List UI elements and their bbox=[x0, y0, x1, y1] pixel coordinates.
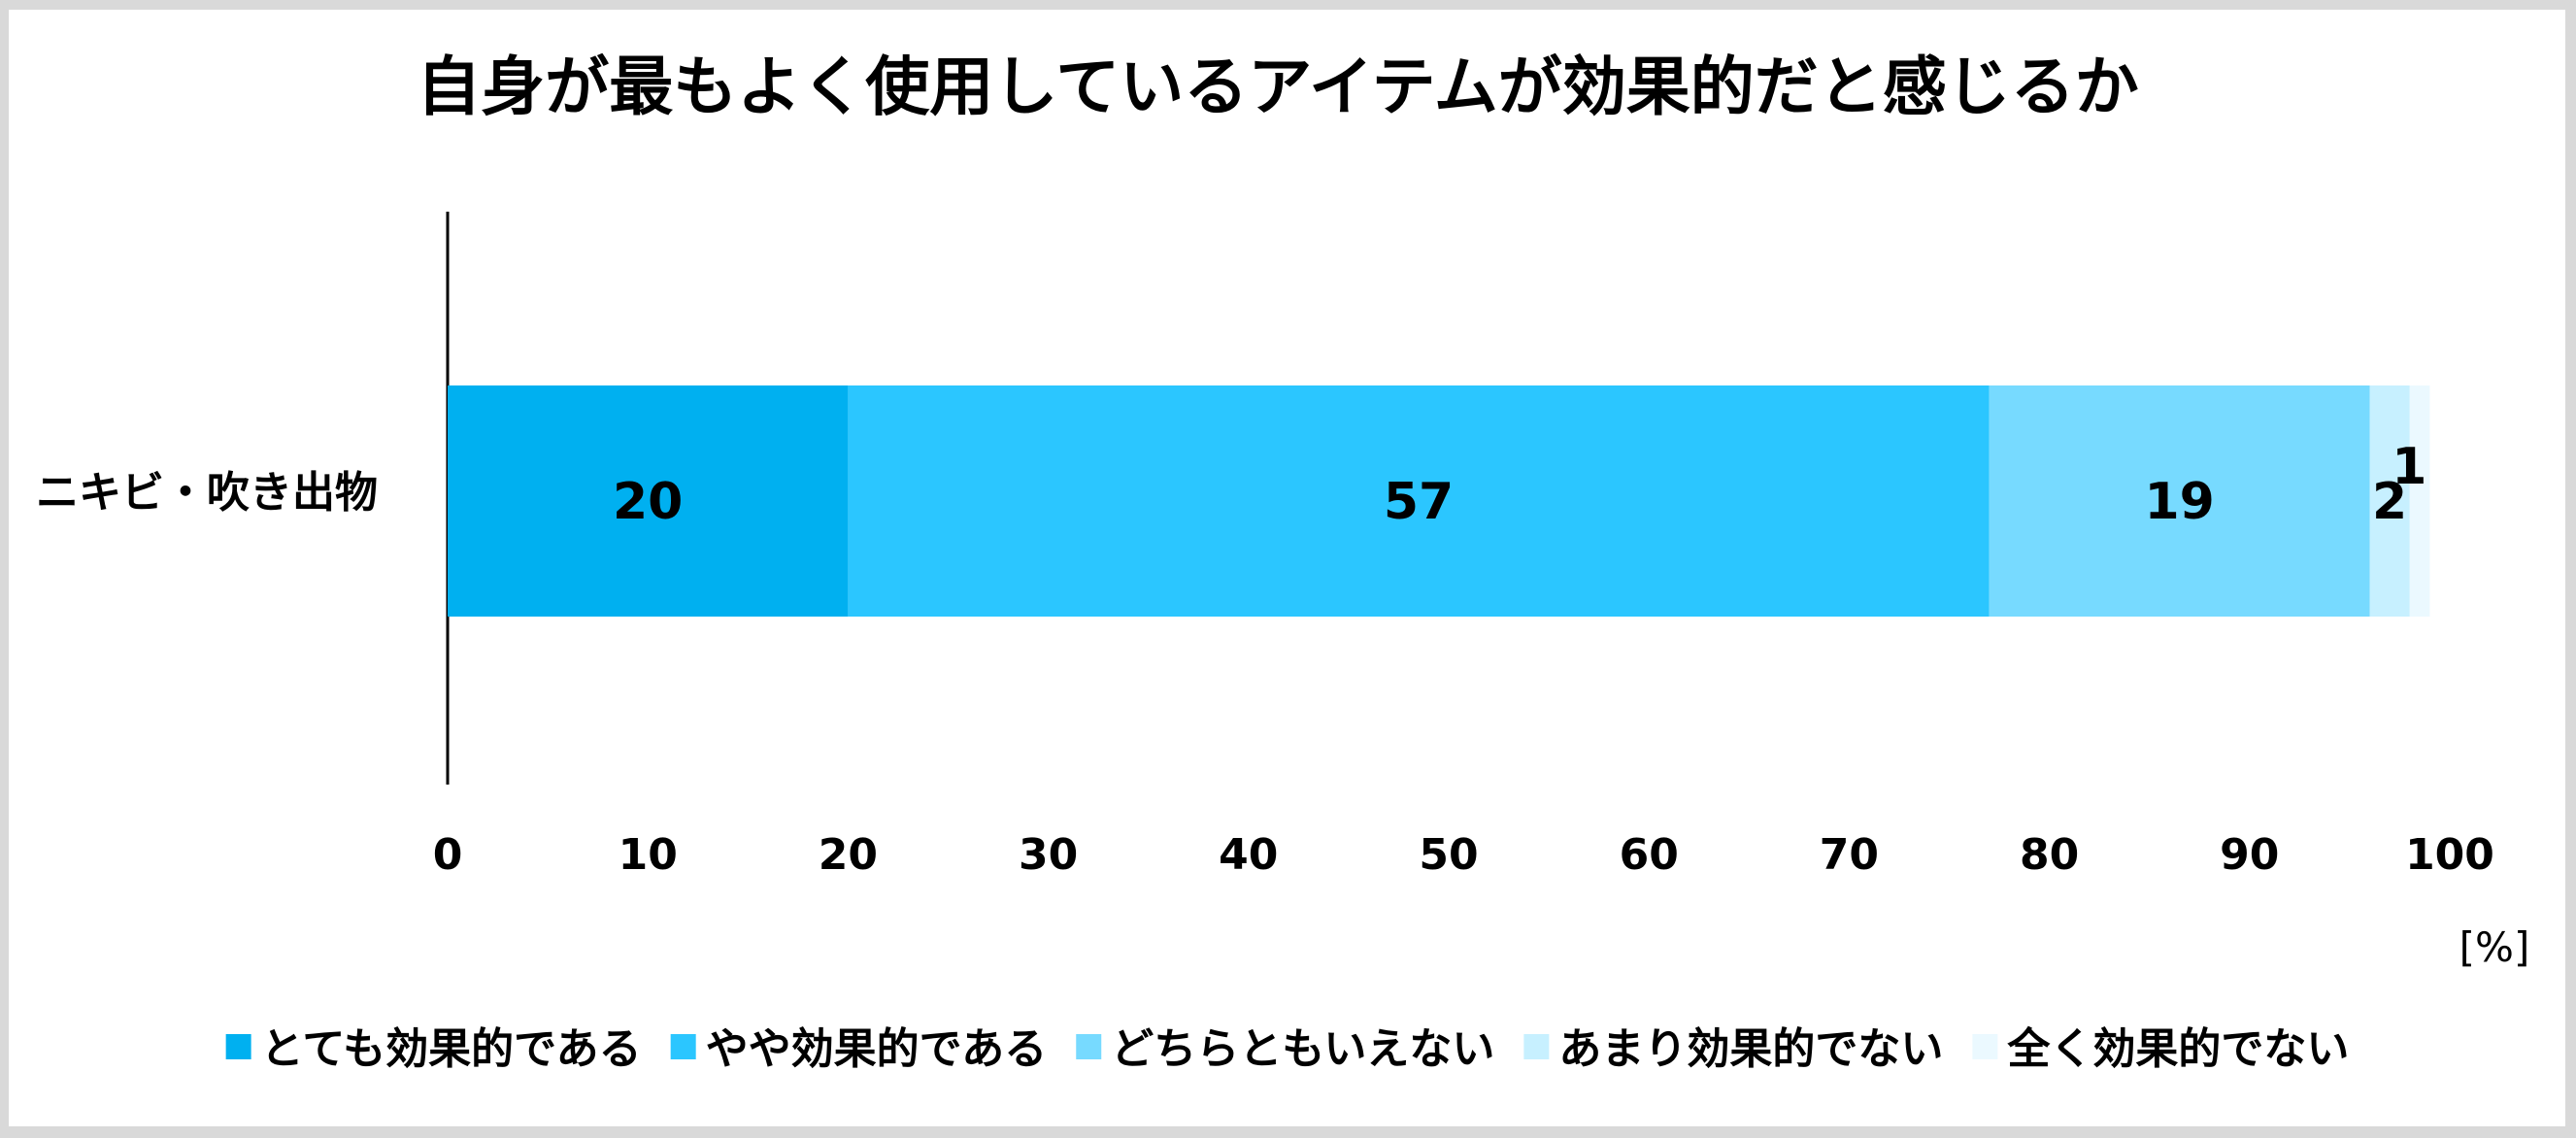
legend-label: とても効果的である bbox=[261, 1024, 642, 1074]
data-label-group: 20 57 19 21 bbox=[613, 438, 2426, 531]
chart-title: 自身が最もよく使用しているアイテムが効果的だと感じるか bbox=[417, 50, 2138, 124]
bar-segment bbox=[1989, 385, 2370, 617]
x-tick-label: 0 bbox=[433, 830, 463, 880]
x-tick-label: 20 bbox=[819, 830, 878, 880]
legend: とても効果的である やや効果的である どちらともいえない あまり効果的でない 全く効果的… bbox=[225, 1024, 2349, 1074]
x-tick-label: 80 bbox=[2020, 830, 2079, 880]
legend-swatch bbox=[1076, 1034, 1102, 1059]
legend-label: あまり効果的でない bbox=[1558, 1024, 1943, 1074]
x-tick-label: 30 bbox=[1019, 830, 1078, 880]
x-tick-label: 100 bbox=[2405, 830, 2494, 880]
x-tick-group: 0 10 20 30 40 50 60 70 80 90 100 bbox=[433, 830, 2494, 880]
legend-item: とても効果的である bbox=[225, 1024, 642, 1074]
legend-swatch bbox=[1523, 1034, 1550, 1059]
legend-label: やや効果的である bbox=[706, 1024, 1048, 1074]
bar-segment bbox=[2369, 385, 2410, 617]
x-tick-label: 90 bbox=[2220, 830, 2279, 880]
chart-svg: 自身が最もよく使用しているアイテムが効果的だと感じるか ニキビ・吹き出物 [%]… bbox=[36, 50, 2530, 1074]
legend-label: どちらともいえない bbox=[1111, 1024, 1494, 1074]
x-tick-label: 50 bbox=[1419, 830, 1478, 880]
legend-swatch bbox=[1972, 1034, 1998, 1059]
data-label: 1 bbox=[2392, 438, 2426, 496]
data-label: 19 bbox=[2144, 473, 2214, 531]
data-label: 2 bbox=[2372, 473, 2407, 531]
bar-segment bbox=[448, 385, 849, 617]
bar-group bbox=[448, 385, 2430, 617]
bar-segment bbox=[848, 385, 1990, 617]
x-tick-label: 60 bbox=[1620, 830, 1679, 880]
x-tick-label: 10 bbox=[619, 830, 678, 880]
legend-label: 全く効果的でない bbox=[2006, 1024, 2349, 1074]
x-tick-label: 70 bbox=[1820, 830, 1879, 880]
data-label: 57 bbox=[1384, 473, 1454, 531]
category-label: ニキビ・吹き出物 bbox=[36, 468, 378, 518]
bar-segment bbox=[2409, 385, 2430, 617]
legend-item: やや効果的である bbox=[670, 1024, 1048, 1074]
x-tick-label: 40 bbox=[1219, 830, 1278, 880]
legend-swatch bbox=[670, 1034, 696, 1059]
chart-frame: 自身が最もよく使用しているアイテムが効果的だと感じるか ニキビ・吹き出物 [%]… bbox=[9, 10, 2565, 1126]
data-label: 20 bbox=[613, 473, 683, 531]
legend-item: 全く効果的でない bbox=[1972, 1024, 2349, 1074]
legend-item: どちらともいえない bbox=[1076, 1024, 1494, 1074]
legend-swatch bbox=[225, 1034, 251, 1059]
x-axis-unit: [%] bbox=[2459, 923, 2530, 971]
legend-item: あまり効果的でない bbox=[1523, 1024, 1943, 1074]
